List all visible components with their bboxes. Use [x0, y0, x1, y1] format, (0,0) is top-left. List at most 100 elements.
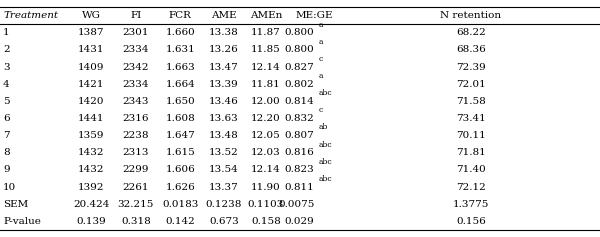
Text: 1359: 1359: [78, 131, 105, 140]
Text: 0.807: 0.807: [284, 131, 314, 140]
Text: P-value: P-value: [3, 217, 41, 226]
Text: 1.650: 1.650: [166, 97, 195, 106]
Text: 0.802: 0.802: [284, 80, 314, 89]
Text: 0.811: 0.811: [284, 182, 314, 191]
Text: 1.3775: 1.3775: [453, 200, 489, 209]
Text: 13.38: 13.38: [209, 28, 239, 37]
Text: Treatment: Treatment: [3, 11, 58, 20]
Text: 9: 9: [3, 165, 10, 174]
Text: 0.814: 0.814: [284, 97, 314, 106]
Text: 0.832: 0.832: [284, 114, 314, 123]
Text: 6: 6: [3, 114, 10, 123]
Text: 70.11: 70.11: [456, 131, 486, 140]
Text: 0.823: 0.823: [284, 165, 314, 174]
Text: 13.46: 13.46: [209, 97, 239, 106]
Text: 1387: 1387: [78, 28, 105, 37]
Text: a: a: [319, 72, 323, 80]
Text: 0.673: 0.673: [209, 217, 239, 226]
Text: 13.39: 13.39: [209, 80, 239, 89]
Text: 72.01: 72.01: [456, 80, 486, 89]
Text: 8: 8: [3, 148, 10, 157]
Text: 12.20: 12.20: [251, 114, 281, 123]
Text: 2342: 2342: [122, 63, 149, 72]
Text: 68.36: 68.36: [456, 46, 486, 55]
Text: 1.615: 1.615: [166, 148, 195, 157]
Text: 1432: 1432: [78, 148, 105, 157]
Text: abc: abc: [319, 89, 332, 97]
Text: 0.1238: 0.1238: [206, 200, 242, 209]
Text: 0.139: 0.139: [77, 217, 106, 226]
Text: 12.00: 12.00: [251, 97, 281, 106]
Text: abc: abc: [319, 141, 332, 149]
Text: 11.85: 11.85: [251, 46, 281, 55]
Text: 73.41: 73.41: [456, 114, 486, 123]
Text: 71.58: 71.58: [456, 97, 486, 106]
Text: 7: 7: [3, 131, 10, 140]
Text: 13.63: 13.63: [209, 114, 239, 123]
Text: 11.81: 11.81: [251, 80, 281, 89]
Text: 12.14: 12.14: [251, 165, 281, 174]
Text: 12.14: 12.14: [251, 63, 281, 72]
Text: 1392: 1392: [78, 182, 105, 191]
Text: 11.87: 11.87: [251, 28, 281, 37]
Text: FCR: FCR: [169, 11, 192, 20]
Text: 1.663: 1.663: [166, 63, 195, 72]
Text: 68.22: 68.22: [456, 28, 486, 37]
Text: 2299: 2299: [122, 165, 149, 174]
Text: 2301: 2301: [122, 28, 149, 37]
Text: 13.52: 13.52: [209, 148, 239, 157]
Text: 1.626: 1.626: [166, 182, 195, 191]
Text: a: a: [319, 38, 323, 46]
Text: abc: abc: [319, 158, 332, 166]
Text: 2343: 2343: [122, 97, 149, 106]
Text: ME:GE: ME:GE: [296, 11, 333, 20]
Text: 1421: 1421: [78, 80, 105, 89]
Text: 1420: 1420: [78, 97, 105, 106]
Text: 0.142: 0.142: [166, 217, 195, 226]
Text: 72.12: 72.12: [456, 182, 486, 191]
Text: 2261: 2261: [122, 182, 149, 191]
Text: 13.54: 13.54: [209, 165, 239, 174]
Text: 2334: 2334: [122, 80, 149, 89]
Text: 10: 10: [3, 182, 16, 191]
Text: FI: FI: [130, 11, 142, 20]
Text: 0.800: 0.800: [284, 46, 314, 55]
Text: SEM: SEM: [3, 200, 28, 209]
Text: 0.816: 0.816: [284, 148, 314, 157]
Text: 71.40: 71.40: [456, 165, 486, 174]
Text: WG: WG: [82, 11, 101, 20]
Text: c: c: [319, 106, 323, 114]
Text: 1441: 1441: [78, 114, 105, 123]
Text: AME: AME: [211, 11, 236, 20]
Text: 0.827: 0.827: [284, 63, 314, 72]
Text: 2: 2: [3, 46, 10, 55]
Text: AMEn: AMEn: [250, 11, 282, 20]
Text: 2313: 2313: [122, 148, 149, 157]
Text: 1409: 1409: [78, 63, 105, 72]
Text: 1.608: 1.608: [166, 114, 195, 123]
Text: 3: 3: [3, 63, 10, 72]
Text: 13.47: 13.47: [209, 63, 239, 72]
Text: 1.647: 1.647: [166, 131, 195, 140]
Text: 4: 4: [3, 80, 10, 89]
Text: 1.660: 1.660: [166, 28, 195, 37]
Text: 13.26: 13.26: [209, 46, 239, 55]
Text: 2334: 2334: [122, 46, 149, 55]
Text: 0.0183: 0.0183: [162, 200, 199, 209]
Text: ab: ab: [319, 123, 328, 132]
Text: 11.90: 11.90: [251, 182, 281, 191]
Text: 0.800: 0.800: [284, 28, 314, 37]
Text: 2238: 2238: [122, 131, 149, 140]
Text: 0.158: 0.158: [251, 217, 281, 226]
Text: 0.318: 0.318: [121, 217, 151, 226]
Text: 0.156: 0.156: [456, 217, 486, 226]
Text: 72.39: 72.39: [456, 63, 486, 72]
Text: 12.03: 12.03: [251, 148, 281, 157]
Text: 1432: 1432: [78, 165, 105, 174]
Text: abc: abc: [319, 175, 332, 183]
Text: 71.81: 71.81: [456, 148, 486, 157]
Text: 0.1103: 0.1103: [248, 200, 284, 209]
Text: 0.029: 0.029: [284, 217, 314, 226]
Text: 32.215: 32.215: [118, 200, 154, 209]
Text: c: c: [319, 55, 323, 63]
